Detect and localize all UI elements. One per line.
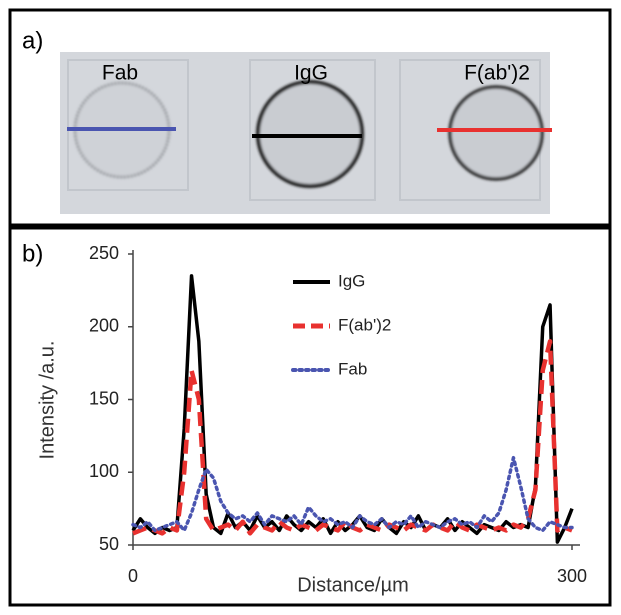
- y-tick-label: 250: [89, 243, 119, 263]
- series-line: [131, 274, 574, 544]
- sample-label: IgG: [294, 62, 328, 85]
- panel-label: b): [22, 240, 43, 267]
- well: [249, 59, 376, 201]
- y-tick-label: 150: [89, 388, 119, 408]
- legend-label: IgG: [338, 271, 365, 290]
- panel-label: a): [22, 27, 43, 54]
- y-tick-label: 50: [99, 534, 119, 554]
- legend-label: F(ab')2: [338, 315, 391, 334]
- x-tick-label: 300: [557, 566, 587, 586]
- series-line: [131, 455, 574, 533]
- sample-label: F(ab')2: [464, 62, 530, 85]
- x-axis-label: Distance/µm: [297, 574, 409, 596]
- y-tick-label: 200: [89, 316, 119, 336]
- fab2-spot: [448, 85, 544, 181]
- well: [67, 59, 189, 191]
- plot: 50 100 150 200 250 0 300 IgG F(ab')2 Fab: [89, 243, 587, 586]
- x-tick-label: 0: [128, 566, 138, 586]
- sample-label: Fab: [102, 62, 138, 85]
- legend-label: Fab: [338, 359, 367, 378]
- panel-b-frame: [8, 226, 612, 607]
- y-axis-label: Intensity /a.u.: [36, 341, 58, 460]
- y-tick-label: 100: [89, 461, 119, 481]
